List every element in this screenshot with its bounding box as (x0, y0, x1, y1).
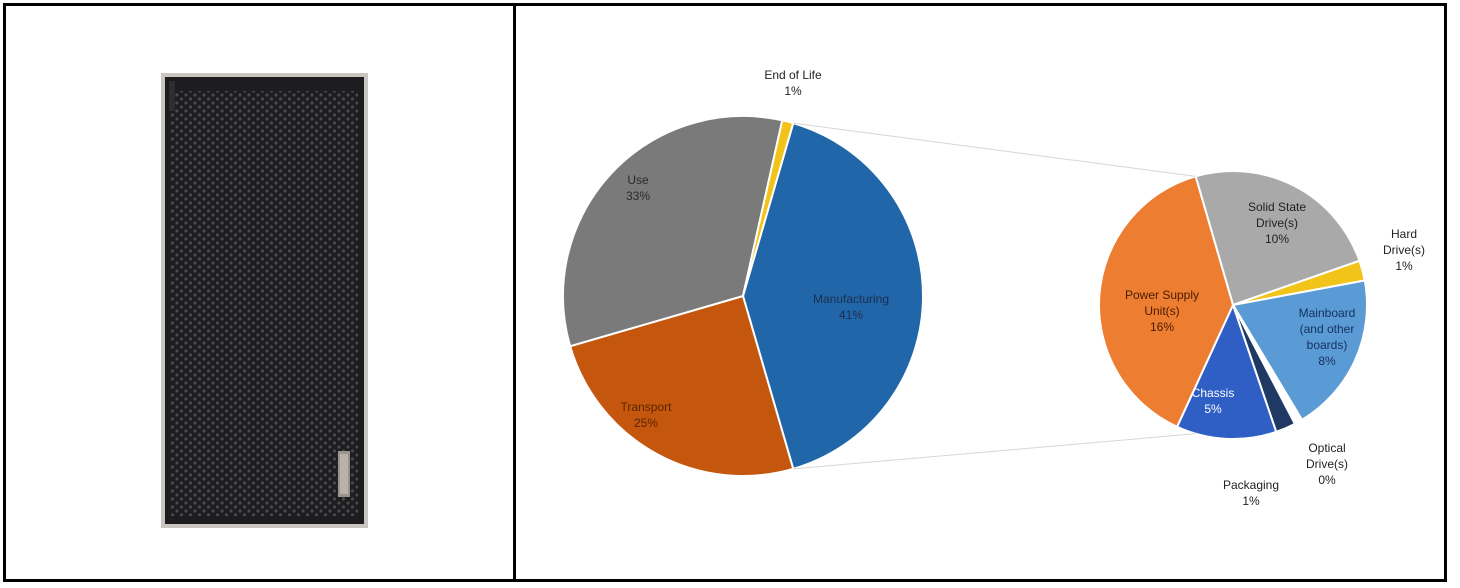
column-divider (513, 6, 516, 579)
connector-line-bottom (793, 433, 1196, 470)
photo-cell (6, 6, 513, 579)
secondary-label-mainboard-and-other-boards: Mainboard (and other boards) 8% (1299, 306, 1356, 368)
secondary-label-packaging: Packaging 1% (1223, 478, 1279, 508)
figure-frame: Manufacturing 41% Transport 25% Use 33% End of… (3, 3, 1447, 582)
connector-line-top (793, 122, 1196, 177)
secondary-slice-chassis (1175, 302, 1278, 440)
main-label-use: Use 33% (626, 173, 650, 203)
secondary-slice-power-supply-unit-s (1098, 175, 1235, 429)
secondary-label-power-supply-unit-s: Power Supply Unit(s) 16% (1125, 288, 1199, 334)
chart-cell: Manufacturing 41% Transport 25% Use 33% End of… (516, 6, 1444, 579)
main-slice-end-of-life (742, 119, 795, 297)
main-label-manufacturing: Manufacturing 41% (813, 292, 889, 322)
main-slice-manufacturing (741, 121, 924, 471)
desktop-tower-icon (161, 73, 368, 528)
secondary-label-optical-drive-s: Optical Drive(s) 0% (1306, 441, 1348, 487)
main-slice-transport (568, 294, 795, 477)
secondary-label-solid-state-drive-s: Solid State Drive(s) 10% (1248, 200, 1306, 246)
pie-of-pie-chart: Manufacturing 41% Transport 25% Use 33% End of… (562, 68, 1425, 508)
secondary-slice-solid-state-drive-s (1194, 170, 1361, 307)
main-slice-use (562, 115, 784, 348)
secondary-slice-mainboard-and-other-boards (1231, 279, 1368, 422)
secondary-label-hard-drive-s: Hard Drive(s) 1% (1383, 227, 1425, 273)
main-label-end-of-life: End of Life 1% (764, 68, 822, 98)
secondary-label-chassis: Chassis 5% (1192, 386, 1235, 416)
main-label-transport: Transport 25% (621, 400, 673, 430)
